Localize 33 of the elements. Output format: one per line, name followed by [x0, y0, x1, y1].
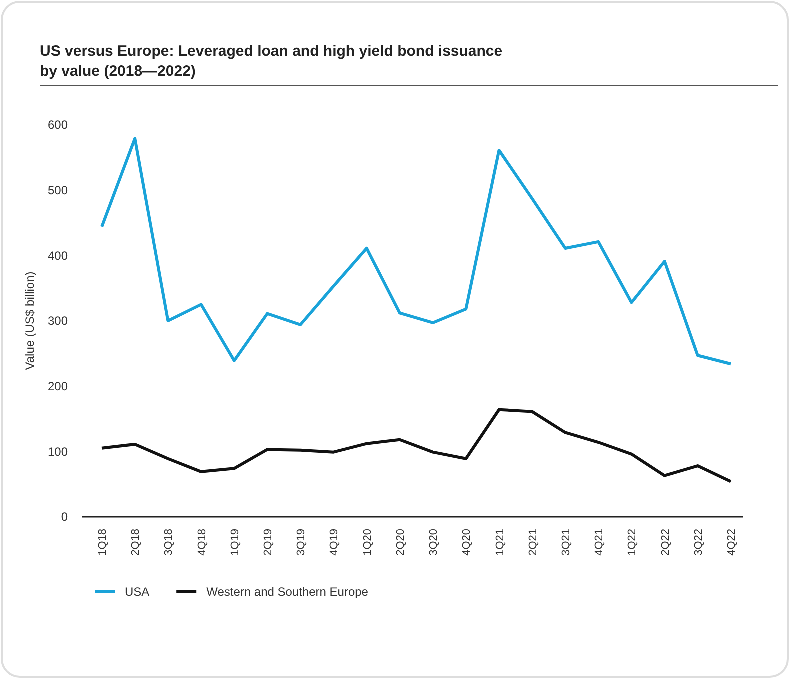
x-tick-label: 1Q18 — [97, 529, 109, 556]
y-tick-label: 600 — [48, 118, 68, 132]
x-tick-label: 4Q21 — [594, 529, 606, 556]
line-series — [100, 137, 732, 366]
y-tick-label: 500 — [48, 184, 68, 198]
x-tick-label: 4Q20 — [461, 529, 474, 556]
x-tick-label: 2Q21 — [527, 529, 540, 556]
x-tick-label: 1Q19 — [229, 529, 242, 556]
y-tick-label: 200 — [48, 380, 68, 394]
line-series — [100, 408, 732, 484]
x-tick-label: 1Q22 — [626, 529, 639, 556]
y-tick-label: 100 — [48, 444, 68, 459]
legend-label: Western and Southern Europe — [206, 585, 369, 600]
x-tick-label: 3Q22 — [692, 529, 705, 556]
legend-label: USA — [125, 585, 150, 600]
x-tick-label: 3Q20 — [428, 529, 440, 556]
x-tick-label: 4Q19 — [328, 529, 341, 556]
x-tick-label: 2Q20 — [394, 529, 407, 556]
x-tick-label: 2Q22 — [660, 529, 672, 556]
x-tick-label: 4Q18 — [196, 529, 208, 556]
x-tick-label: 3Q19 — [296, 529, 308, 556]
y-axis-title: Value (US$ billion) — [23, 272, 37, 370]
x-tick-label: 3Q18 — [163, 529, 176, 556]
y-tick-label: 400 — [48, 248, 68, 263]
x-tick-label: 1Q21 — [494, 529, 506, 556]
x-tick-label: 2Q18 — [130, 529, 142, 556]
x-tick-label: 1Q20 — [362, 529, 374, 556]
chart-title: US versus Europe: Leveraged loan and high yield bond issuance by value (2018—2022) — [40, 43, 503, 80]
x-tick-label: 2Q19 — [262, 529, 275, 556]
y-tick-label: 300 — [48, 314, 68, 328]
y-tick-label: 0 — [61, 510, 68, 524]
x-tick-label: 4Q22 — [726, 529, 738, 556]
x-tick-label: 3Q21 — [560, 529, 572, 556]
